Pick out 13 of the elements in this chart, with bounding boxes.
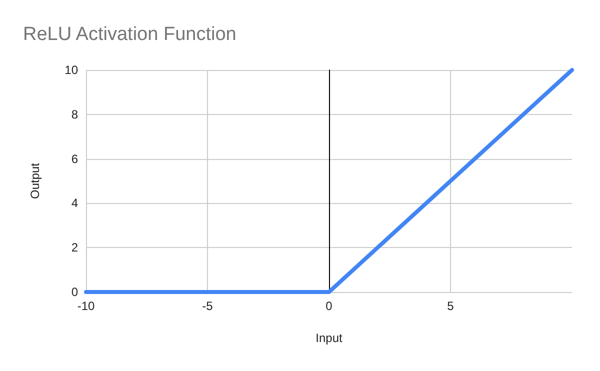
y-tick-label: 8 [71, 107, 78, 122]
y-tick-label: 4 [71, 196, 78, 210]
y-axis-title: Output [28, 162, 42, 200]
x-axis-title: Input [316, 331, 344, 345]
x-tick-label: 0 [326, 299, 333, 313]
y-tick-label: 0 [71, 285, 78, 299]
x-tick-label: 5 [447, 299, 454, 313]
y-tick-label: 2 [71, 240, 78, 255]
x-tick-label: -10 [77, 299, 95, 313]
x-tick-label: -5 [202, 299, 214, 313]
y-tick-label: 6 [71, 152, 78, 166]
chart-title: ReLU Activation Function [23, 24, 236, 45]
y-tick-label: 10 [64, 63, 78, 77]
